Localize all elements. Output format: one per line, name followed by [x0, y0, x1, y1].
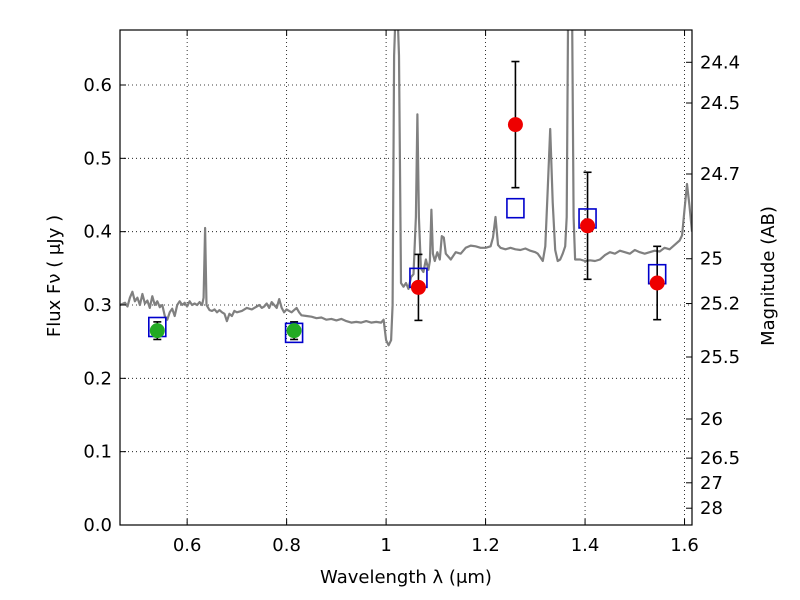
y-axis-left: 0.0 0.1 0.2 0.3 0.4 0.5 0.6: [83, 75, 126, 536]
y-tick-label: 0.2: [83, 368, 112, 389]
model-spectrum-line: [120, 30, 692, 347]
x-axis-label: Wavelength λ (μm): [320, 567, 492, 588]
model-spectrum: [120, 30, 692, 347]
x-tick-label: 1: [380, 535, 391, 556]
observed-point: [649, 275, 665, 291]
mag-tick-label: 24.7: [700, 164, 740, 185]
mag-tick-label: 28: [700, 498, 723, 519]
x-tick-label: 1.6: [670, 535, 699, 556]
mag-tick-label: 25.2: [700, 294, 740, 315]
y-tick-label: 0.4: [83, 222, 112, 243]
observed-photometry-markers: [149, 117, 665, 339]
observed-point: [410, 279, 426, 295]
mag-tick-label: 24.5: [700, 93, 740, 114]
x-tick-label: 0.8: [272, 535, 301, 556]
mag-tick-label: 25: [700, 249, 723, 270]
mag-tick-label: 25.5: [700, 347, 740, 368]
y-axis-right-label: Magnitude (AB): [758, 206, 779, 346]
mag-tick-label: 26: [700, 409, 723, 430]
x-tick-label: 1.2: [471, 535, 500, 556]
y-tick-label: 0.0: [83, 515, 112, 536]
observed-point: [149, 323, 165, 339]
y-axis-right: 24.4 24.5 24.7 25 25.2 25.5 26 26.5 27 28: [686, 52, 740, 519]
observed-point: [286, 323, 302, 339]
mag-tick-label: 27: [700, 473, 723, 494]
y-tick-label: 0.6: [83, 75, 112, 96]
x-axis: 0.6 0.8 1 1.2 1.4 1.6: [173, 30, 699, 556]
observed-point: [580, 218, 596, 234]
y-tick-label: 0.1: [83, 442, 112, 463]
y-tick-label: 0.5: [83, 148, 112, 169]
observed-point: [507, 117, 523, 133]
x-tick-label: 1.4: [571, 535, 600, 556]
x-tick-label: 0.6: [173, 535, 202, 556]
y-tick-label: 0.3: [83, 295, 112, 316]
plot-frame: [119, 29, 693, 526]
y-axis-label: Flux Fν ( μJy ): [44, 215, 65, 337]
model-photometry-square: [506, 197, 525, 219]
mag-tick-label: 24.4: [700, 52, 740, 73]
mag-tick-label: 26.5: [700, 448, 740, 469]
error-bars: [153, 60, 662, 341]
